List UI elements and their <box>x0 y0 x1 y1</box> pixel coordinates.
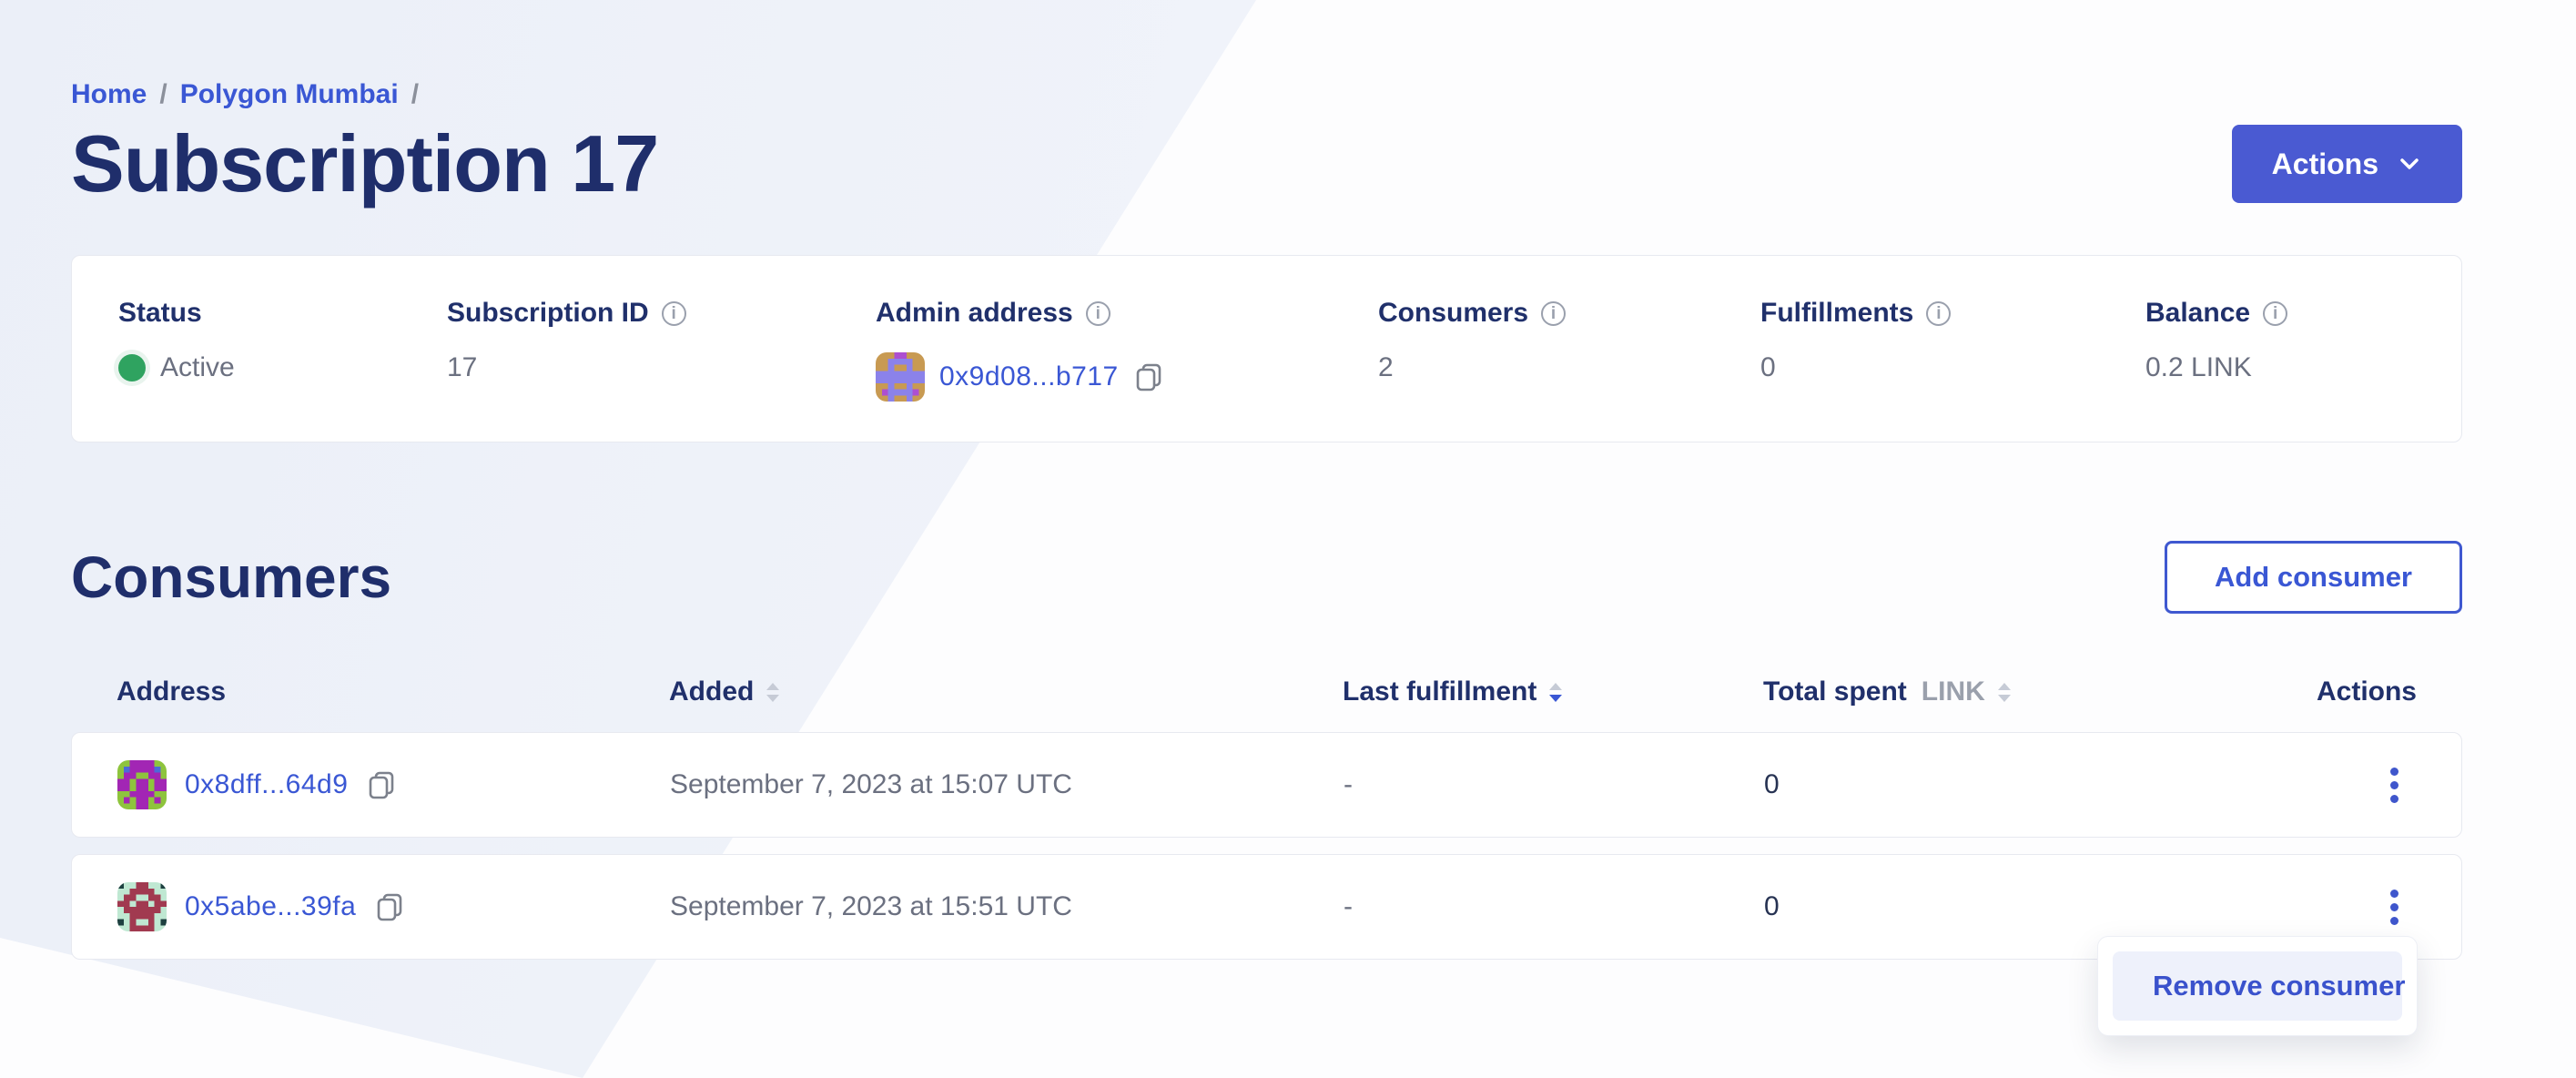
sort-down-icon <box>1549 694 1563 702</box>
actions-button[interactable]: Actions <box>2231 125 2462 203</box>
remove-consumer-label: Remove consumer <box>2153 970 2406 1002</box>
row-actions-menu: Remove consumer <box>2097 936 2418 1036</box>
kebab-menu-icon[interactable] <box>2372 763 2416 807</box>
subscription-id-label: Subscription ID <box>447 298 649 328</box>
info-icon[interactable]: i <box>1541 300 1567 326</box>
col-address-label: Address <box>117 676 227 707</box>
status-label: Status <box>118 298 202 328</box>
sort-down-icon <box>1997 694 2011 702</box>
copy-icon <box>1136 363 1161 392</box>
identicon-avatar <box>117 882 167 931</box>
consumer-row: 0x5abe...39fa September 7, 2023 at 15:51… <box>71 854 2462 1036</box>
overview-balance: Balance i 0.2 LINK <box>2145 298 2288 383</box>
copy-address-button[interactable] <box>374 891 405 922</box>
info-icon[interactable]: i <box>1085 300 1111 326</box>
col-actions-label: Actions <box>2316 676 2417 707</box>
balance-value: 0.2 LINK <box>2145 352 2252 382</box>
actions-button-label: Actions <box>2271 147 2378 180</box>
overview-consumers: Consumers i 2 <box>1378 298 1760 383</box>
status-dot <box>118 354 146 381</box>
kebab-dot <box>2389 902 2399 911</box>
breadcrumb: Home / Polygon Mumbai / <box>71 76 2462 113</box>
fulfillments-value: 0 <box>1760 352 1776 382</box>
consumers-label: Consumers <box>1378 298 1529 328</box>
consumers-table-header: Address Added Last fulfillment Total spe… <box>71 672 2462 712</box>
consumer-address-cell: 0x8dff...64d9 <box>117 760 670 809</box>
sort-down-icon <box>766 694 780 702</box>
copy-icon <box>378 893 402 921</box>
overview-status: Status Active <box>118 298 447 383</box>
col-last-fulfillment-label: Last fulfillment <box>1343 676 1537 707</box>
kebab-dot <box>2389 889 2399 898</box>
identicon-avatar <box>876 352 925 402</box>
admin-address-label: Admin address <box>876 298 1073 328</box>
copy-address-button[interactable] <box>366 769 397 800</box>
breadcrumb-separator: / <box>411 79 420 109</box>
overview-fulfillments: Fulfillments i 0 <box>1760 298 2145 383</box>
breadcrumb-home-link[interactable]: Home <box>71 79 147 109</box>
overview-subscription-id: Subscription ID i 17 <box>447 298 876 383</box>
sort-up-icon <box>1997 682 2011 690</box>
consumer-actions-cell <box>2372 763 2416 807</box>
sort-added-button[interactable] <box>766 682 780 702</box>
consumers-heading: Consumers <box>71 544 392 610</box>
subscription-page: Home / Polygon Mumbai / Subscription 17 … <box>71 0 2462 1036</box>
consumer-total-spent: 0 <box>1764 891 1780 921</box>
consumer-last-fulfillment: - <box>1344 769 1353 799</box>
consumer-added-date: September 7, 2023 at 15:07 UTC <box>670 769 1072 799</box>
overview-admin-address: Admin address i 0x9d08...b717 <box>876 298 1378 402</box>
kebab-dot <box>2389 767 2399 776</box>
sort-up-icon <box>1549 682 1563 690</box>
consumer-added-date: September 7, 2023 at 15:51 UTC <box>670 891 1072 921</box>
copy-address-button[interactable] <box>1133 361 1164 392</box>
remove-consumer-menu-item[interactable]: Remove consumer <box>2113 951 2406 1021</box>
subscription-overview-card: Status Active Subscription ID i 17 Admin… <box>71 255 2462 442</box>
identicon-avatar <box>117 760 167 809</box>
info-icon[interactable]: i <box>661 300 686 326</box>
consumers-value: 2 <box>1378 352 1394 382</box>
status-value: Active <box>160 352 235 382</box>
kebab-dot <box>2389 780 2399 789</box>
subscription-id-value: 17 <box>447 352 478 382</box>
col-total-spent-label: Total spent <box>1763 676 1907 707</box>
sort-up-icon <box>766 682 780 690</box>
consumer-address-link[interactable]: 0x8dff...64d9 <box>185 769 349 799</box>
sort-last-fulfillment-button[interactable] <box>1549 682 1563 702</box>
admin-address-link[interactable]: 0x9d08...b717 <box>939 361 1119 392</box>
fulfillments-label: Fulfillments <box>1760 298 1914 328</box>
breadcrumb-separator: / <box>159 79 167 109</box>
page-header: Subscription 17 Actions <box>71 118 2462 209</box>
add-consumer-button[interactable]: Add consumer <box>2164 541 2462 614</box>
copy-icon <box>370 771 394 799</box>
info-icon[interactable]: i <box>2263 300 2288 326</box>
consumer-actions-cell: Remove consumer <box>2097 885 2418 1036</box>
col-added-label: Added <box>669 676 755 707</box>
consumer-last-fulfillment: - <box>1344 891 1353 921</box>
consumers-table-body: 0x8dff...64d9 September 7, 2023 at 15:07… <box>71 732 2462 1036</box>
col-total-spent-unit: LINK <box>1921 676 1985 707</box>
consumers-section-header: Consumers Add consumer <box>71 541 2462 614</box>
breadcrumb-network-link[interactable]: Polygon Mumbai <box>179 79 399 109</box>
page-title: Subscription 17 <box>71 118 659 208</box>
consumer-address-cell: 0x5abe...39fa <box>117 882 670 931</box>
kebab-dot <box>2389 794 2399 803</box>
consumer-total-spent: 0 <box>1764 769 1780 799</box>
sort-total-spent-button[interactable] <box>1997 682 2011 702</box>
consumer-address-link[interactable]: 0x5abe...39fa <box>185 891 357 921</box>
kebab-dot <box>2389 916 2399 925</box>
info-icon[interactable]: i <box>1926 300 1952 326</box>
chevron-down-icon <box>2400 158 2419 169</box>
balance-label: Balance <box>2145 298 2251 328</box>
consumer-row: 0x8dff...64d9 September 7, 2023 at 15:07… <box>71 732 2462 838</box>
kebab-menu-icon[interactable]: Remove consumer <box>2097 885 2418 1036</box>
